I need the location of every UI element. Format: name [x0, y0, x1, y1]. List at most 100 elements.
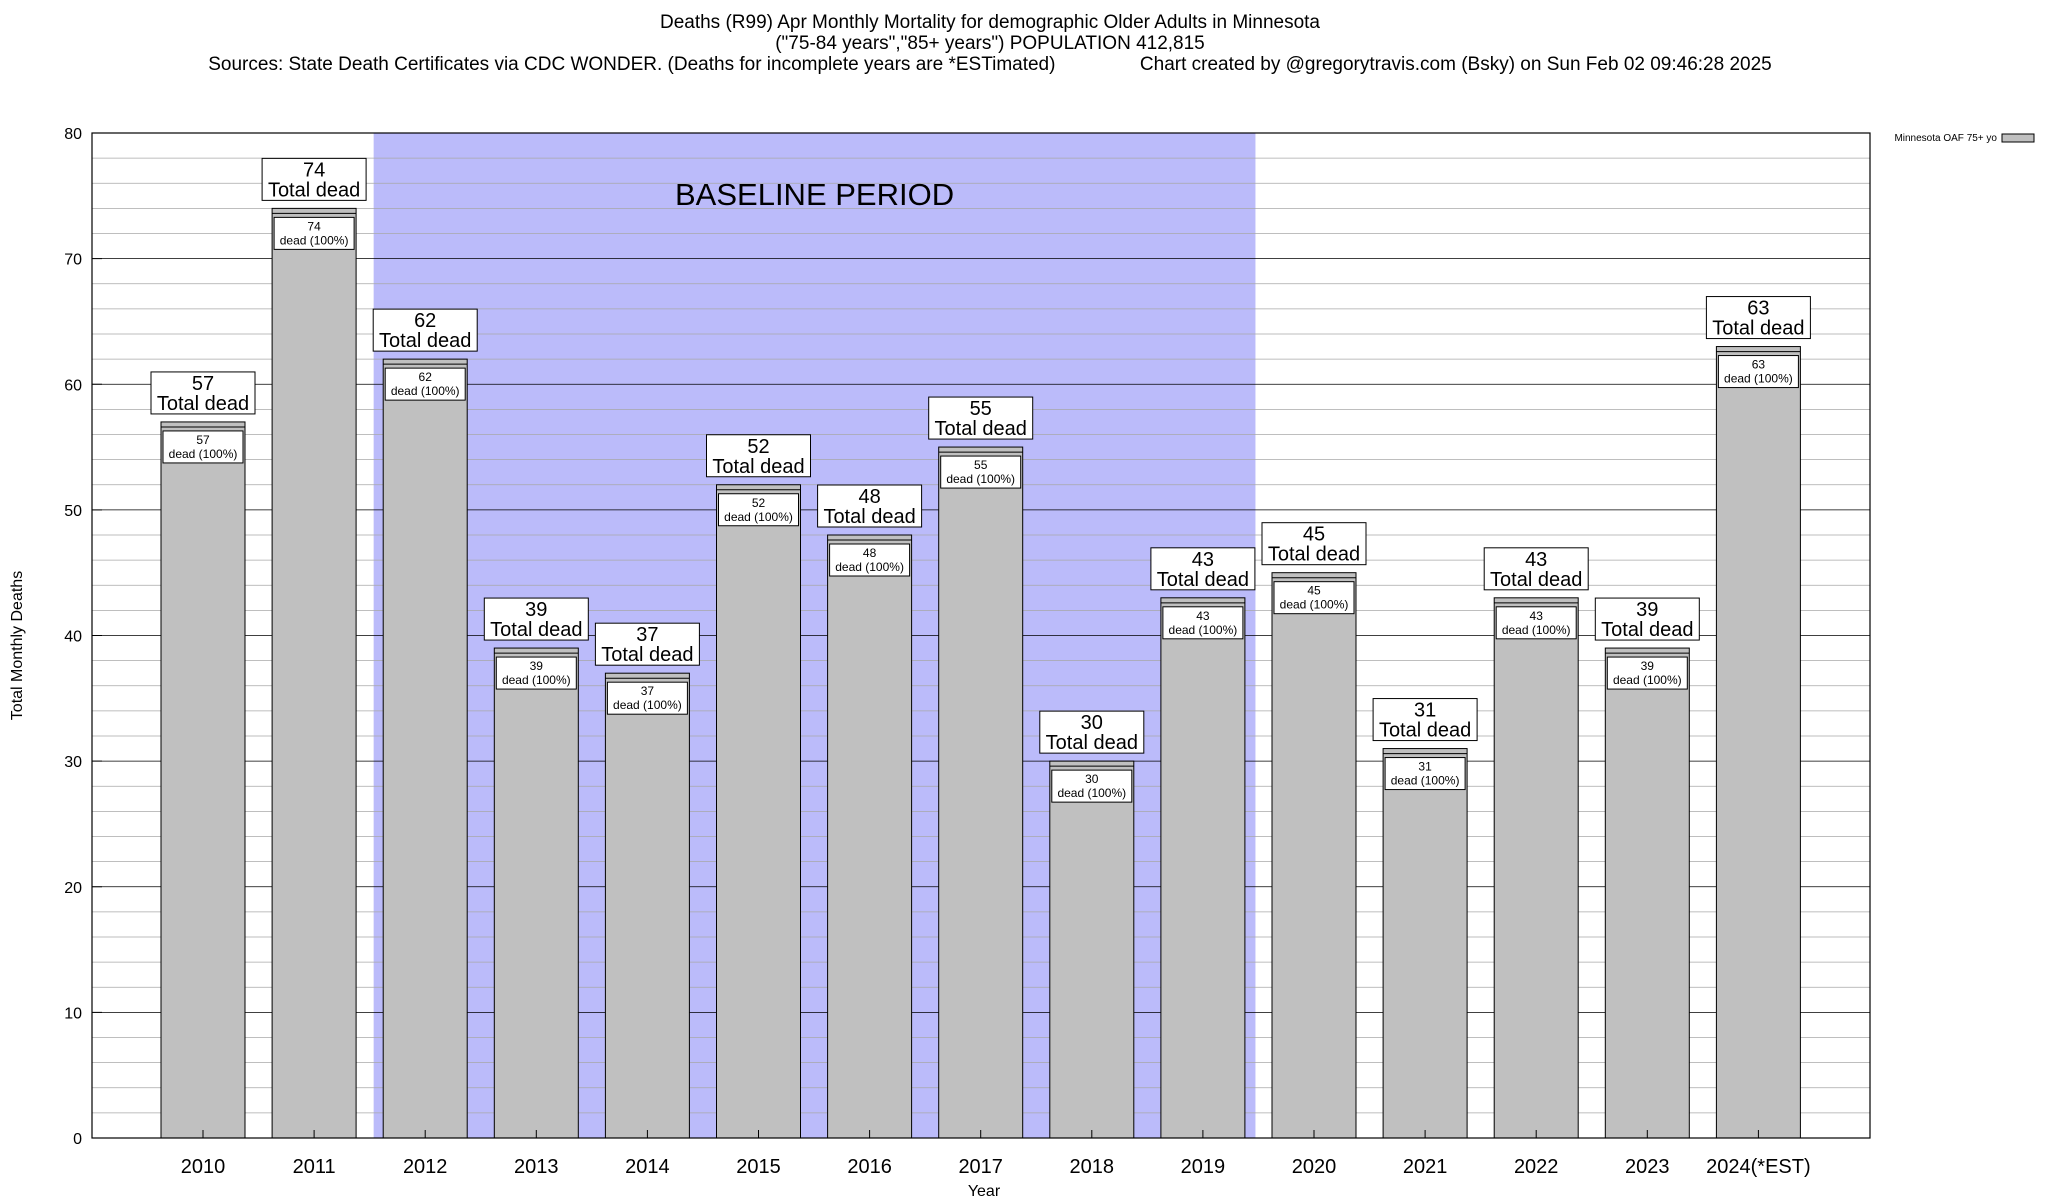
bar	[604, 672, 690, 1139]
bar-top-value: 39	[525, 599, 547, 621]
bar-top-value: 39	[1636, 599, 1658, 621]
x-tick-label: 2021	[1403, 1156, 1448, 1178]
bar-top-label-box	[928, 396, 1034, 440]
x-tick-label: 2023	[1625, 1156, 1670, 1178]
bar-top-value: 48	[858, 486, 880, 508]
y-tick-label: 40	[64, 629, 82, 646]
chart-title: Deaths (R99) Apr Monthly Mortality for d…	[659, 12, 1321, 33]
x-tick-label: 2020	[1292, 1156, 1337, 1178]
bar-top-value: 55	[970, 398, 992, 420]
bar	[271, 207, 357, 1139]
bar-top-value: 74	[303, 159, 325, 181]
bar-top-label: Total dead	[1046, 732, 1138, 754]
bar-inner-label: dead (100%)	[835, 560, 904, 574]
bar-top-value: 31	[1414, 700, 1436, 722]
bar-inner-label-box	[1384, 757, 1466, 791]
bar	[493, 647, 579, 1139]
baseline-period-label: BASELINE PERIOD	[675, 177, 954, 212]
bar-inner-label: dead (100%)	[1057, 786, 1126, 800]
bar	[1049, 760, 1135, 1139]
bar-top-label-box	[817, 484, 923, 528]
bar-inner-label: dead (100%)	[724, 510, 793, 524]
bar-top-label-box	[706, 434, 811, 478]
bar-inner-label: dead (100%)	[502, 673, 571, 687]
bar-top-label-box	[150, 371, 256, 415]
bar-inner-label-box	[1273, 581, 1355, 615]
bar-inner-label-box	[829, 543, 911, 577]
bar-inner-value: 43	[1196, 609, 1210, 623]
bar-top-label: Total dead	[823, 506, 915, 528]
bar-top-label: Total dead	[601, 644, 693, 666]
bar-inner-label-box	[718, 493, 799, 527]
x-axis-label: Year	[968, 1183, 1001, 1200]
bar-inner-label: dead (100%)	[613, 698, 682, 712]
bar-top-label-box	[1039, 710, 1145, 754]
bar-inner-label-box	[1162, 606, 1244, 640]
bar-inner-value: 43	[1530, 609, 1544, 623]
bar-top-label-box	[1372, 698, 1478, 742]
bar-inner-label-box	[1495, 606, 1577, 640]
bar-top-label: Total dead	[1712, 318, 1804, 340]
bar-inner-label-box	[1606, 656, 1688, 690]
bar-inner-label: dead (100%)	[1391, 774, 1460, 788]
bar	[382, 358, 468, 1139]
x-tick-label: 2012	[403, 1156, 448, 1178]
x-tick-label: 2022	[1514, 1156, 1559, 1178]
x-tick-label: 2024(*EST)	[1706, 1156, 1811, 1178]
bar-inner-value: 39	[530, 659, 544, 673]
bar-top-label: Total dead	[379, 330, 471, 352]
bar-inner-value: 62	[419, 370, 433, 384]
x-tick-label: 2017	[958, 1156, 1003, 1178]
bar-top-value: 52	[747, 436, 769, 458]
bar-top-value: 63	[1747, 298, 1769, 320]
bar-inner-value: 74	[307, 219, 321, 233]
bar-inner-value: 52	[752, 496, 766, 510]
y-tick-label: 70	[64, 252, 82, 269]
bar-top-value: 45	[1303, 524, 1325, 546]
y-tick-label: 20	[64, 880, 82, 897]
legend-swatch	[2001, 133, 2035, 143]
bar-inner-value: 31	[1418, 760, 1432, 774]
bar-top-value: 30	[1081, 712, 1103, 734]
bar-inner-value: 48	[863, 546, 877, 560]
x-tick-label: 2011	[293, 1156, 336, 1178]
bar-inner-label: dead (100%)	[1280, 598, 1349, 612]
bar-inner-label: dead (100%)	[169, 447, 238, 461]
bar	[1160, 597, 1246, 1139]
bar-inner-label-box	[384, 367, 466, 401]
bar	[160, 421, 246, 1139]
bar-top-value: 37	[636, 624, 658, 646]
bar	[1271, 572, 1357, 1139]
bar-inner-label: dead (100%)	[1724, 372, 1793, 386]
bar-top-value: 43	[1525, 549, 1547, 571]
bar-inner-label-box	[273, 216, 355, 250]
bar-top-label-box	[1150, 547, 1256, 591]
bar-inner-label: dead (100%)	[1169, 623, 1238, 637]
bar-inner-label: dead (100%)	[946, 472, 1015, 486]
y-tick-label: 80	[64, 126, 82, 143]
bar-top-label: Total dead	[490, 619, 582, 641]
bar-top-label: Total dead	[1157, 569, 1249, 591]
bar-inner-value: 57	[196, 433, 210, 447]
bar-top-label-box	[372, 308, 478, 352]
bar-top-label-box	[1483, 547, 1589, 591]
x-tick-label: 2014	[625, 1156, 670, 1178]
bar-top-label-box	[1261, 522, 1367, 566]
bar-inner-value: 55	[974, 458, 988, 472]
bar-top-value: 57	[192, 373, 214, 395]
bar	[716, 484, 801, 1139]
bar-inner-label-box	[1717, 355, 1799, 389]
bar-inner-value: 30	[1085, 772, 1099, 786]
bar-top-label: Total dead	[1268, 544, 1360, 566]
bar-inner-label-box	[495, 656, 577, 690]
legend-label: Minnesota OAF 75+ yo	[1894, 133, 1997, 144]
bar-inner-label: dead (100%)	[1502, 623, 1571, 637]
bar-inner-value: 39	[1641, 659, 1655, 673]
bar-top-value: 43	[1192, 549, 1214, 571]
bar-top-label-box	[261, 157, 367, 201]
bar	[938, 446, 1024, 1139]
chart-sources: Sources: State Death Certificates via CD…	[208, 54, 1772, 75]
bar-top-label: Total dead	[157, 393, 249, 415]
y-tick-label: 50	[64, 503, 82, 520]
